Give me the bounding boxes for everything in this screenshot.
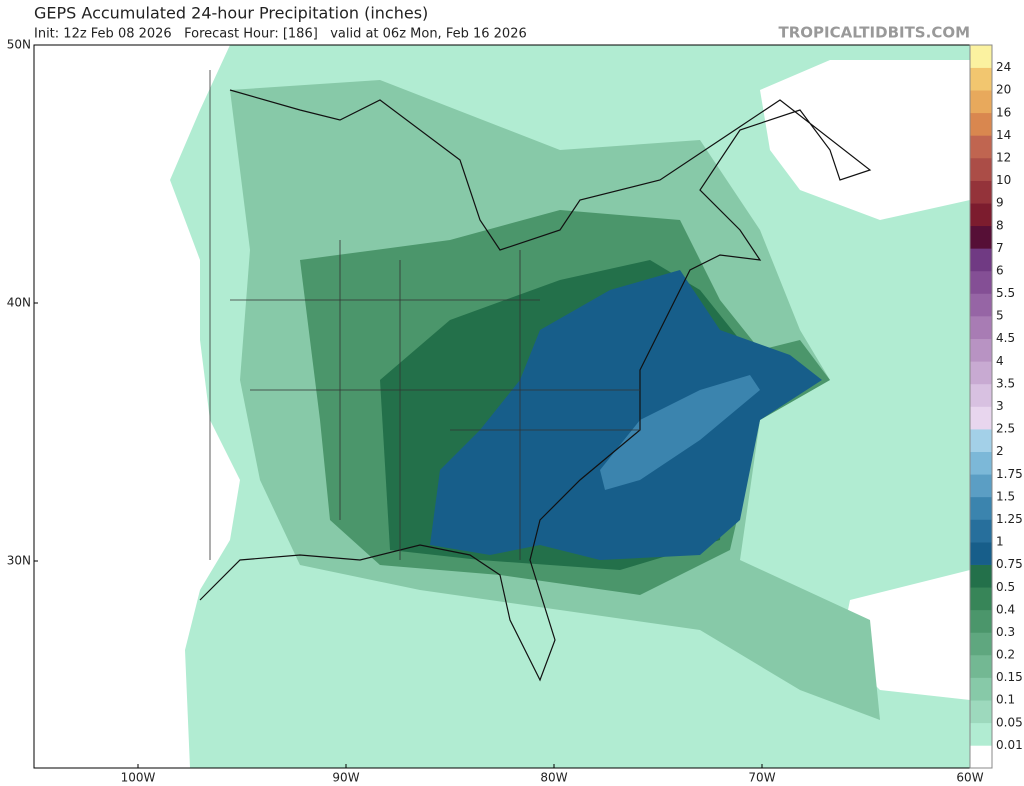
colorbar-swatch xyxy=(970,45,992,68)
precip-area xyxy=(600,375,760,490)
colorbar-swatch xyxy=(970,587,992,611)
colorbar-label: 7 xyxy=(996,241,1004,255)
colorbar-label: 0.3 xyxy=(996,625,1015,639)
colorbar-swatch xyxy=(970,451,992,475)
colorbar-label: 9 xyxy=(996,196,1004,210)
colorbar-swatch xyxy=(970,429,992,452)
colorbar-label: 5.5 xyxy=(996,286,1015,300)
lon-label: 90W xyxy=(332,771,359,785)
colorbar-swatch xyxy=(970,361,992,385)
colorbar-swatch xyxy=(970,564,992,588)
colorbar-label: 0.01 xyxy=(996,738,1023,752)
colorbar-swatch xyxy=(970,112,992,136)
colorbar-label: 12 xyxy=(996,150,1011,164)
colorbar-label: 8 xyxy=(996,218,1004,232)
dry-area xyxy=(34,45,240,768)
title: GEPS Accumulated 24-hour Precipitation (… xyxy=(34,4,428,23)
lon-label: 70W xyxy=(748,771,775,785)
colorbar-label: 20 xyxy=(996,83,1011,97)
colorbar-label: 4.5 xyxy=(996,331,1015,345)
colorbar-label: 16 xyxy=(996,105,1011,119)
colorbar-swatch xyxy=(970,700,992,724)
colorbar-label: 1.75 xyxy=(996,467,1023,481)
colorbar-swatch xyxy=(970,474,992,498)
colorbar-swatch xyxy=(970,225,992,249)
axes: 50N 40N 30N 100W 90W 80W 70W 60W xyxy=(7,38,984,785)
colorbar-label: 2.5 xyxy=(996,422,1015,436)
lon-label: 60W xyxy=(956,771,983,785)
colorbar: 0.01 0.05 0.1 0.15 0.2 0.3 0.4 0.5 0.75 1 1.25 1.5 1… xyxy=(969,44,1023,769)
colorbar-label: 24 xyxy=(996,60,1011,74)
colorbar-swatch xyxy=(970,157,992,181)
colorbar-swatch xyxy=(970,496,992,520)
colorbar-label: 0.1 xyxy=(996,693,1015,707)
lat-label: 40N xyxy=(7,296,31,310)
colorbar-swatch xyxy=(970,135,992,159)
colorbar-swatch xyxy=(970,542,992,565)
lon-label: 80W xyxy=(540,771,567,785)
borders xyxy=(209,70,640,560)
colorbar-label: 2 xyxy=(996,444,1004,458)
colorbar-label: 3.5 xyxy=(996,376,1015,390)
colorbar-swatch xyxy=(970,248,992,272)
colorbar-swatch xyxy=(970,203,992,227)
watermark: TROPICALTIDBITS.COM xyxy=(779,24,971,42)
colorbar-label: 0.05 xyxy=(996,715,1023,729)
colorbar-swatch xyxy=(970,677,992,701)
colorbar-swatch xyxy=(970,632,992,656)
colorbar-label: 1 xyxy=(996,535,1004,549)
colorbar-label: 14 xyxy=(996,128,1011,142)
colorbar-swatch xyxy=(970,383,992,407)
colorbar-swatch xyxy=(970,316,992,340)
colorbar-label: 6 xyxy=(996,263,1004,277)
colorbar-swatch xyxy=(970,519,992,543)
lon-label: 100W xyxy=(121,771,156,785)
colorbar-swatch xyxy=(970,655,992,678)
colorbar-label: 3 xyxy=(996,399,1004,413)
dry-area xyxy=(760,60,970,220)
colorbar-swatch xyxy=(970,609,992,633)
colorbar-swatch xyxy=(970,338,992,362)
colorbar-frame xyxy=(969,44,993,769)
colorbar-label: 0.5 xyxy=(996,580,1015,594)
colorbar-swatch xyxy=(970,293,992,317)
map xyxy=(34,45,970,768)
colorbar-swatch xyxy=(970,722,992,746)
lat-label: 50N xyxy=(7,38,31,52)
precip-area xyxy=(430,270,822,560)
lat-label: 30N xyxy=(7,554,31,568)
colorbar-label: 0.15 xyxy=(996,670,1023,684)
colorbar-label: 1.25 xyxy=(996,512,1023,526)
colorbar-swatch xyxy=(970,180,992,204)
colorbar-label: 0.4 xyxy=(996,602,1015,616)
colorbar-swatch xyxy=(970,745,992,769)
colorbar-swatch xyxy=(970,90,992,114)
coastline xyxy=(199,89,872,682)
colorbar-label: 4 xyxy=(996,354,1004,368)
colorbar-swatch xyxy=(970,270,992,294)
colorbar-label: 10 xyxy=(996,173,1011,187)
colorbar-label: 0.2 xyxy=(996,648,1015,662)
colorbar-swatch xyxy=(970,67,992,91)
colorbar-label: 1.5 xyxy=(996,489,1015,503)
colorbar-label: 5 xyxy=(996,309,1004,323)
colorbar-label: 0.75 xyxy=(996,557,1023,571)
colorbar-swatch xyxy=(970,406,992,430)
subtitle: Init: 12z Feb 08 2026 Forecast Hour: [18… xyxy=(34,27,527,42)
